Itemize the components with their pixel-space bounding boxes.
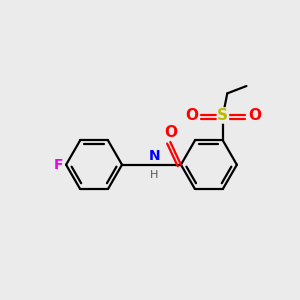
Text: H: H — [150, 170, 159, 180]
Text: O: O — [164, 125, 177, 140]
Text: F: F — [54, 158, 63, 172]
Text: N: N — [148, 149, 160, 163]
Text: S: S — [218, 108, 228, 123]
Text: O: O — [185, 108, 198, 123]
Text: O: O — [248, 108, 261, 123]
